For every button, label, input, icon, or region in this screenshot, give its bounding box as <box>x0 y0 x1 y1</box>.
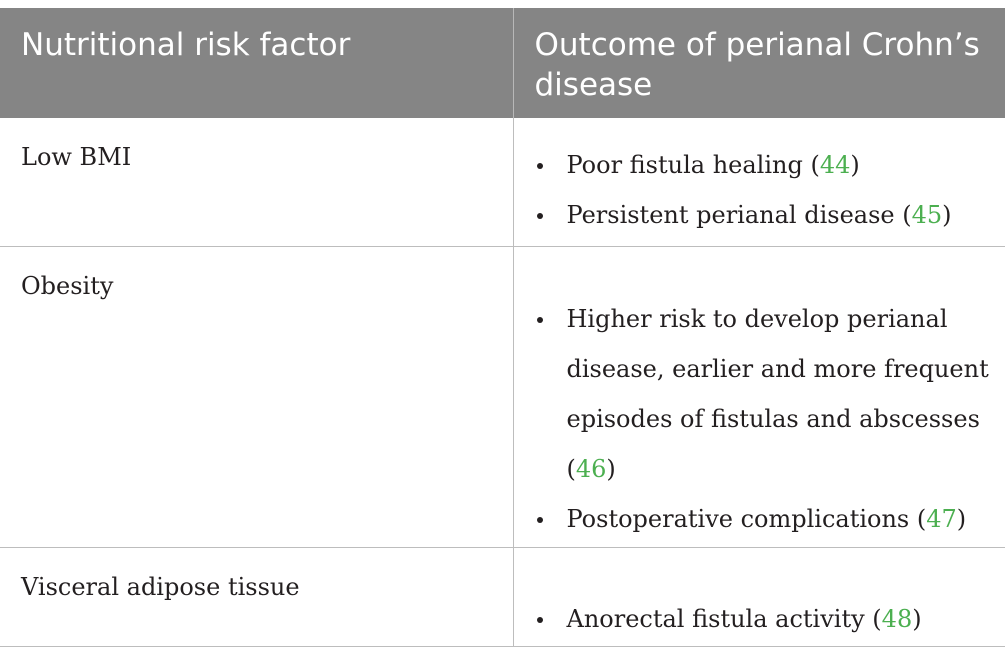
table-row: Low BMI Poor fistula healing (44) Persis… <box>0 118 1005 247</box>
outcome-text: Higher risk to develop perianal disease,… <box>566 304 989 433</box>
outcome-list: Anorectal fistula activity (48) <box>514 548 1005 644</box>
outcome-cell: Anorectal fistula activity (48) <box>512 546 1005 647</box>
outcome-cell: Poor fistula healing (44) Persistent per… <box>512 118 1005 247</box>
factor-cell: Visceral adipose tissue <box>0 546 514 647</box>
table-row: Visceral adipose tissue Anorectal fistul… <box>0 546 1005 647</box>
header-nutritional-risk-factor: Nutritional risk factor <box>0 8 513 118</box>
outcome-item: Anorectal fistula activity (48) <box>514 594 996 644</box>
outcome-text: Postoperative complications <box>566 504 910 533</box>
table-row: Obesity Higher risk to develop perianal … <box>0 245 1005 548</box>
table-header-row: Nutritional risk factor Outcome of peria… <box>0 8 1005 118</box>
factor-label: Low BMI <box>21 143 132 171</box>
risk-factor-table: Nutritional risk factor Outcome of peria… <box>0 8 1005 647</box>
outcome-text: Anorectal fistula activity <box>566 604 865 633</box>
outcome-list: Higher risk to develop perianal disease,… <box>514 247 1005 544</box>
outcome-list: Poor fistula healing (44) Persistent per… <box>514 118 1005 240</box>
outcome-item: Higher risk to develop perianal disease,… <box>514 294 996 494</box>
reference-link[interactable]: 46 <box>575 454 607 483</box>
factor-cell: Obesity <box>0 245 514 548</box>
risk-factor-table-container: Nutritional risk factor Outcome of peria… <box>0 8 1005 647</box>
factor-cell: Low BMI <box>0 118 514 247</box>
reference-link[interactable]: 48 <box>881 604 913 633</box>
reference-link[interactable]: 45 <box>911 201 943 229</box>
reference-link[interactable]: 44 <box>819 151 851 179</box>
outcome-text: Poor fistula healing <box>566 151 803 179</box>
header-outcome: Outcome of perianal Crohn’s disease <box>512 8 1005 118</box>
outcome-item: Poor fistula healing (44) <box>514 140 996 190</box>
factor-label: Obesity <box>21 271 114 300</box>
outcome-text: Persistent perianal disease <box>566 201 895 229</box>
outcome-item: Postoperative complications (47) <box>514 494 996 544</box>
outcome-cell: Higher risk to develop perianal disease,… <box>512 245 1005 548</box>
factor-label: Visceral adipose tissue <box>21 572 300 601</box>
outcome-item: Persistent perianal disease (45) <box>514 190 996 240</box>
reference-link[interactable]: 47 <box>926 504 957 533</box>
